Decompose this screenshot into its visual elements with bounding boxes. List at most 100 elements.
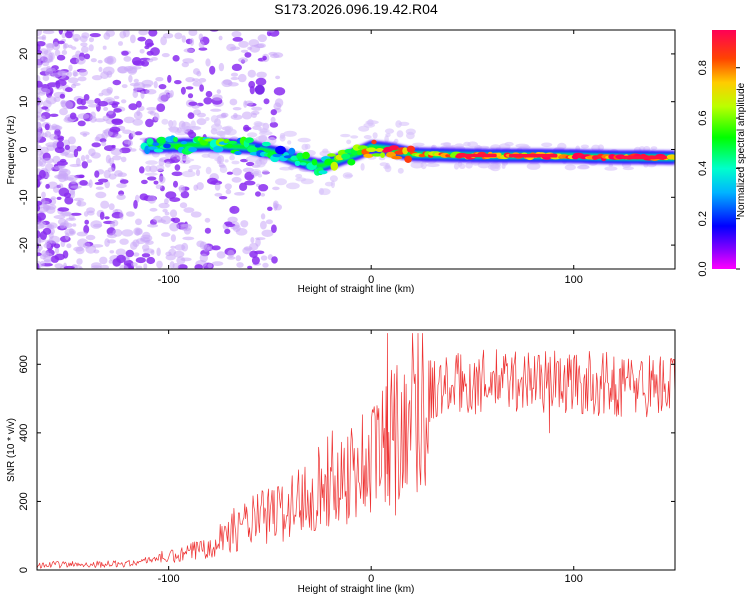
x-tick-label: 0 — [368, 573, 374, 585]
noise-speckle — [75, 56, 86, 65]
noise-speckle — [131, 130, 136, 137]
noise-speckle — [172, 120, 177, 127]
spectrogram-x-label: Height of straight line (km) — [298, 284, 415, 295]
noise-speckle — [64, 177, 74, 181]
noise-speckle — [76, 105, 89, 110]
noise-speckle — [144, 38, 154, 48]
noise-speckle — [271, 224, 277, 233]
noise-speckle — [240, 220, 249, 228]
x-tick-label: -100 — [158, 573, 180, 585]
noise-speckle — [227, 216, 238, 223]
noise-speckle — [143, 263, 148, 269]
noise-speckle — [49, 67, 56, 72]
noise-speckle — [180, 86, 186, 95]
noise-speckle — [167, 126, 178, 131]
noise-speckle — [192, 81, 203, 87]
noise-speckle — [63, 265, 75, 269]
noise-speckle — [85, 154, 90, 160]
noise-speckle — [174, 164, 181, 171]
noise-speckle — [147, 195, 157, 204]
noise-speckle — [75, 246, 85, 255]
ridge-cell — [391, 155, 403, 160]
noise-speckle — [133, 199, 138, 209]
noise-speckle — [231, 31, 242, 38]
noise-speckle — [188, 164, 202, 170]
noise-speckle — [270, 109, 277, 116]
noise-speckle — [254, 84, 265, 95]
noise-speckle — [158, 84, 167, 90]
noise-speckle — [44, 123, 50, 131]
noise-speckle — [272, 52, 284, 58]
noise-speckle — [39, 88, 51, 95]
noise-speckle — [260, 220, 267, 230]
ridge-cell — [318, 170, 328, 175]
noise-speckle — [149, 110, 156, 116]
noise-speckle — [37, 121, 42, 130]
noise-speckle — [250, 237, 255, 244]
noise-speckle — [192, 78, 200, 82]
noise-speckle — [287, 140, 292, 145]
ridge-cell — [152, 142, 160, 147]
noise-speckle — [121, 229, 134, 237]
ridge-cell — [234, 151, 242, 155]
noise-speckle — [37, 149, 43, 156]
noise-speckle — [37, 174, 43, 181]
ridge-peak — [456, 153, 497, 158]
noise-speckle — [122, 129, 132, 135]
noise-speckle — [54, 49, 61, 57]
noise-speckle — [156, 103, 166, 112]
noise-speckle — [170, 234, 176, 243]
noise-speckle — [260, 255, 268, 261]
noise-speckle — [133, 252, 140, 257]
ridge-cell — [294, 160, 301, 166]
noise-speckle — [146, 50, 154, 56]
noise-speckle — [107, 110, 114, 115]
ridge-cell — [299, 162, 307, 166]
noise-speckle — [204, 217, 211, 223]
noise-speckle — [42, 252, 53, 258]
noise-speckle — [182, 58, 195, 64]
noise-speckle — [49, 113, 59, 118]
noise-speckle — [94, 170, 100, 178]
noise-speckle — [246, 132, 258, 138]
x-tick-label: -100 — [158, 274, 180, 286]
noise-speckle — [265, 219, 273, 225]
y-tick-label: 10 — [18, 96, 30, 108]
ridge-cell — [156, 136, 167, 144]
noise-speckle — [84, 53, 91, 60]
noise-speckle — [257, 34, 267, 43]
noise-speckle — [37, 49, 43, 55]
noise-speckle — [133, 111, 143, 120]
noise-speckle — [37, 30, 42, 36]
noise-speckle — [56, 196, 62, 200]
noise-speckle — [157, 219, 166, 223]
noise-speckle — [199, 253, 208, 263]
noise-speckle — [254, 250, 265, 255]
noise-speckle — [279, 134, 286, 142]
noise-speckle — [212, 94, 223, 101]
noise-speckle — [169, 222, 180, 232]
noise-speckle — [70, 185, 82, 189]
noise-speckle — [190, 211, 202, 218]
noise-speckle — [256, 71, 267, 79]
noise-speckle — [88, 179, 93, 188]
noise-speckle — [251, 106, 263, 111]
noise-speckle — [112, 79, 122, 86]
ridge-cell — [327, 153, 336, 157]
ridge-cell — [496, 152, 502, 157]
colorbar-tick-label: 0.6 — [697, 110, 709, 125]
ridge-cell — [275, 145, 286, 155]
noise-speckle — [515, 143, 529, 148]
noise-speckle — [45, 204, 57, 211]
ridge-cell — [288, 147, 296, 155]
noise-speckle — [271, 256, 278, 264]
noise-speckle — [111, 102, 119, 109]
noise-speckle — [60, 151, 69, 156]
noise-speckle — [61, 100, 74, 110]
noise-speckle — [564, 164, 576, 171]
noise-speckle — [234, 192, 245, 196]
noise-speckle — [164, 153, 176, 158]
noise-speckle — [86, 159, 93, 164]
noise-speckle — [57, 207, 70, 212]
noise-speckle — [81, 161, 89, 169]
